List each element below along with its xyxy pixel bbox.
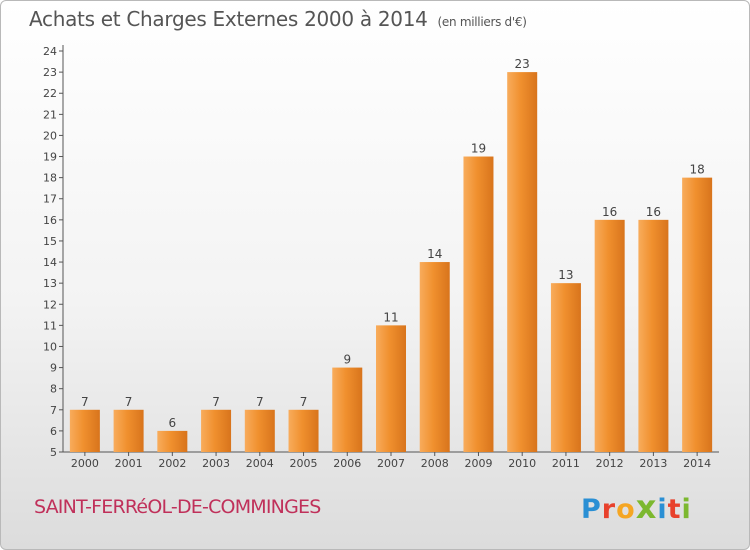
y-tick-label: 12 — [43, 298, 57, 311]
bar-2001 — [113, 409, 144, 452]
data-label-2014: 18 — [689, 163, 704, 177]
proxiti-logo[interactable]: Proxiti — [581, 488, 692, 526]
chart-bars: 7 7 6 7 7 7 9 11 14 19 23 13 16 16 18 — [69, 57, 713, 453]
y-tick-label: 6 — [50, 425, 57, 438]
logo-letter: r — [601, 494, 617, 525]
data-label-2002: 6 — [169, 416, 177, 430]
x-tick-label-2009: 2009 — [464, 457, 492, 470]
y-tick-label: 22 — [43, 87, 57, 100]
bar-2002 — [157, 430, 188, 452]
logo-letter: t — [667, 494, 682, 525]
y-tick-label: 5 — [50, 446, 57, 459]
logo-letter: x — [635, 488, 658, 526]
x-tick-label-2002: 2002 — [158, 457, 186, 470]
y-tick-label: 9 — [50, 362, 57, 375]
chart-title-text: Achats et Charges Externes 2000 à 2014 — [29, 7, 428, 31]
logo-letter: o — [616, 494, 636, 525]
y-tick-label: 10 — [43, 340, 57, 353]
bar-2011 — [550, 283, 581, 452]
x-tick-label-2000: 2000 — [71, 457, 99, 470]
bar-2014 — [682, 177, 713, 452]
y-tick-label: 15 — [43, 235, 57, 248]
y-tick-label: 19 — [43, 151, 57, 164]
bar-2003 — [201, 409, 232, 452]
bar-2006 — [332, 367, 363, 452]
x-tick-label-2007: 2007 — [377, 457, 405, 470]
x-tick-label-2004: 2004 — [246, 457, 274, 470]
y-tick-label: 20 — [43, 129, 57, 142]
data-label-2005: 7 — [300, 395, 308, 409]
y-tick-label: 7 — [50, 404, 57, 417]
y-tick-label: 21 — [43, 108, 57, 121]
x-tick-label-2013: 2013 — [639, 457, 667, 470]
chart-axes: 5 6 7 8 9 10 11 12 13 14 15 16 17 18 19 20 21 22 23 24 2000 2… — [43, 45, 719, 470]
y-tick-label: 16 — [43, 214, 57, 227]
bar-2012 — [594, 219, 625, 452]
logo-letter: i — [657, 494, 668, 525]
bar-2000 — [69, 409, 100, 452]
bar-2008 — [419, 262, 450, 452]
data-label-2001: 7 — [125, 395, 133, 409]
y-tick-label: 13 — [43, 277, 57, 290]
y-tick-label: 17 — [43, 193, 57, 206]
data-label-2007: 11 — [383, 310, 398, 324]
bar-2005 — [288, 409, 319, 452]
data-label-2012: 16 — [602, 205, 617, 219]
bar-2004 — [244, 409, 275, 452]
data-label-2004: 7 — [256, 395, 264, 409]
data-label-2013: 16 — [646, 205, 661, 219]
data-label-2000: 7 — [81, 395, 89, 409]
chart-subtitle: (en milliers d'€) — [437, 15, 527, 29]
logo-letter: i — [681, 494, 692, 525]
data-label-2008: 14 — [427, 247, 442, 261]
bar-2009 — [463, 156, 494, 453]
logo-letter: P — [581, 494, 602, 525]
y-tick-label: 11 — [43, 319, 57, 332]
town-name: SAINT-FERRéOL-DE-COMMINGES — [34, 496, 321, 518]
y-tick-label: 14 — [43, 256, 57, 269]
data-label-2003: 7 — [212, 395, 220, 409]
x-tick-label-2003: 2003 — [202, 457, 230, 470]
data-label-2009: 19 — [471, 142, 486, 156]
x-tick-label-2011: 2011 — [552, 457, 580, 470]
data-label-2010: 23 — [515, 57, 530, 71]
y-tick-label: 23 — [43, 66, 57, 79]
bar-2013 — [638, 219, 669, 452]
data-label-2006: 9 — [343, 353, 351, 367]
y-tick-label: 18 — [43, 172, 57, 185]
bar-2007 — [376, 325, 406, 452]
data-label-2011: 13 — [558, 268, 573, 282]
y-tick-label: 24 — [43, 45, 57, 58]
x-tick-label-2006: 2006 — [333, 457, 361, 470]
bar-2010 — [507, 72, 538, 453]
x-tick-label-2012: 2012 — [596, 457, 624, 470]
x-tick-label-2001: 2001 — [115, 457, 143, 470]
x-tick-label-2005: 2005 — [290, 457, 318, 470]
x-tick-label-2010: 2010 — [508, 457, 536, 470]
chart-title: Achats et Charges Externes 2000 à 2014 (e… — [29, 7, 527, 31]
x-tick-label-2014: 2014 — [683, 457, 711, 470]
y-tick-label: 8 — [50, 383, 57, 396]
x-tick-label-2008: 2008 — [421, 457, 449, 470]
